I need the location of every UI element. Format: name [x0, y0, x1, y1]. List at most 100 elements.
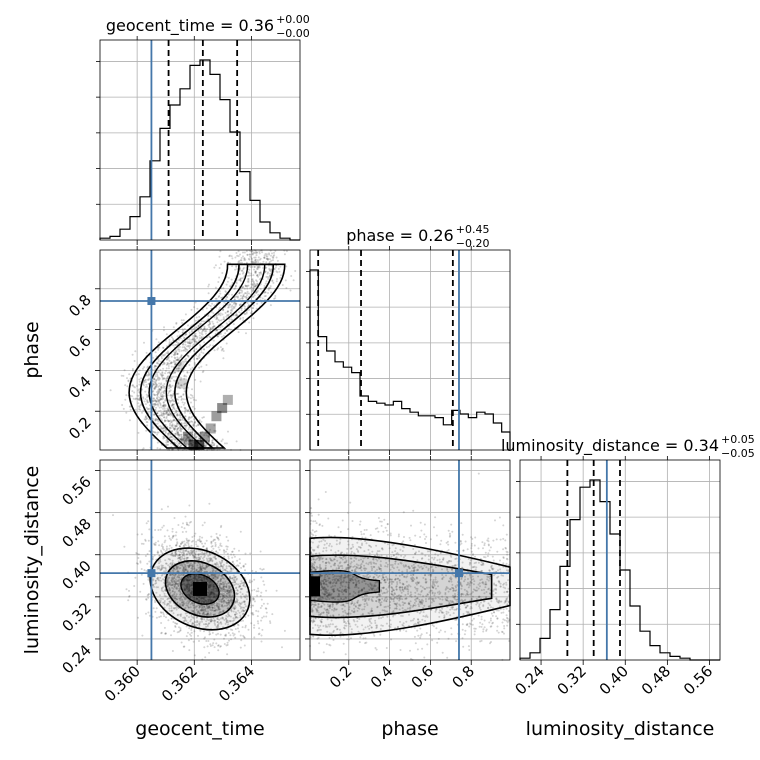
sample-point: [177, 431, 180, 433]
sample-point: [188, 426, 191, 429]
sample-point: [225, 283, 228, 286]
density-cell: [200, 431, 210, 442]
sample-point: [141, 411, 143, 414]
sample-point: [256, 290, 259, 293]
sample-point: [179, 427, 182, 430]
sample-point: [246, 284, 249, 287]
sample-point: [236, 254, 239, 257]
sample-point: [180, 435, 183, 438]
sample-point: [171, 377, 173, 380]
sample-point: [205, 307, 208, 310]
sample-point: [185, 431, 187, 434]
sample-point: [138, 388, 141, 391]
sample-point: [209, 336, 212, 339]
sample-point: [173, 630, 176, 633]
sample-point: [215, 297, 218, 300]
sample-point: [165, 367, 168, 370]
sample-point: [217, 347, 220, 350]
sample-point: [199, 570, 202, 573]
sample-point: [195, 540, 198, 543]
sample-point: [174, 534, 177, 537]
sample-point: [125, 411, 128, 414]
sample-point: [175, 409, 178, 412]
sample-point: [256, 620, 259, 623]
sample-point: [161, 372, 164, 375]
sample-point: [185, 425, 188, 427]
sample-point: [181, 438, 184, 441]
sample-point: [229, 285, 231, 288]
sample-point: [142, 396, 145, 399]
sample-point: [182, 343, 185, 346]
sample-point: [145, 415, 147, 418]
sample-point: [177, 367, 180, 370]
sample-point: [212, 642, 215, 645]
sample-point: [162, 412, 165, 414]
sample-point: [140, 568, 143, 570]
sample-point: [211, 644, 214, 647]
sample-point: [192, 405, 194, 408]
sample-point: [144, 398, 147, 401]
sample-point: [152, 400, 155, 403]
sample-point: [285, 250, 288, 253]
sample-point: [166, 371, 169, 374]
sample-point: [177, 386, 180, 389]
sample-point: [187, 417, 190, 420]
sample-point: [170, 425, 173, 428]
sample-point: [175, 424, 178, 427]
sample-point: [164, 539, 167, 542]
sample-point: [222, 549, 225, 552]
sample-point: [181, 360, 184, 363]
sample-point: [170, 634, 172, 637]
sample-point: [238, 549, 240, 552]
sample-point: [160, 631, 163, 634]
sample-point: [221, 348, 224, 351]
sample-point: [227, 313, 230, 316]
sample-point: [171, 337, 174, 340]
sample-point: [177, 330, 180, 333]
sample-point: [184, 515, 187, 518]
sample-point: [190, 629, 193, 631]
sample-point: [159, 528, 162, 531]
sample-point: [175, 414, 178, 417]
sample-point: [194, 433, 196, 435]
sample-point: [146, 401, 149, 404]
sample-point: [123, 545, 126, 548]
sample-point: [171, 423, 174, 426]
sample-point: [188, 431, 191, 434]
sample-point: [151, 403, 154, 406]
sample-point: [192, 539, 194, 542]
sample-point: [253, 588, 256, 591]
sample-point: [165, 415, 168, 418]
sample-point: [158, 544, 161, 547]
sample-point: [164, 419, 167, 422]
sample-point: [142, 367, 144, 370]
sample-point: [269, 258, 271, 261]
sample-point: [192, 396, 195, 399]
sample-point: [197, 329, 200, 332]
sample-point: [171, 537, 174, 539]
sample-point: [161, 428, 164, 430]
sample-point: [162, 329, 165, 332]
sample-point: [169, 377, 172, 380]
sample-point: [195, 340, 198, 343]
sample-point: [211, 441, 214, 444]
sample-point: [246, 292, 249, 295]
sample-point: [185, 333, 188, 336]
sample-point: [257, 622, 260, 625]
sample-point: [167, 367, 170, 370]
sample-point: [166, 394, 169, 397]
sample-point: [155, 379, 158, 381]
sample-point: [241, 290, 244, 292]
sample-point: [184, 438, 187, 441]
sample-point: [227, 555, 230, 558]
sample-point: [257, 266, 260, 269]
sample-point: [176, 392, 179, 395]
sample-point: [198, 432, 201, 434]
sample-point: [198, 322, 201, 325]
sample-point: [186, 436, 189, 439]
sample-point: [253, 283, 256, 286]
sample-point: [185, 375, 188, 378]
sample-point: [251, 250, 254, 253]
sample-point: [160, 386, 162, 389]
sample-point: [166, 351, 169, 354]
